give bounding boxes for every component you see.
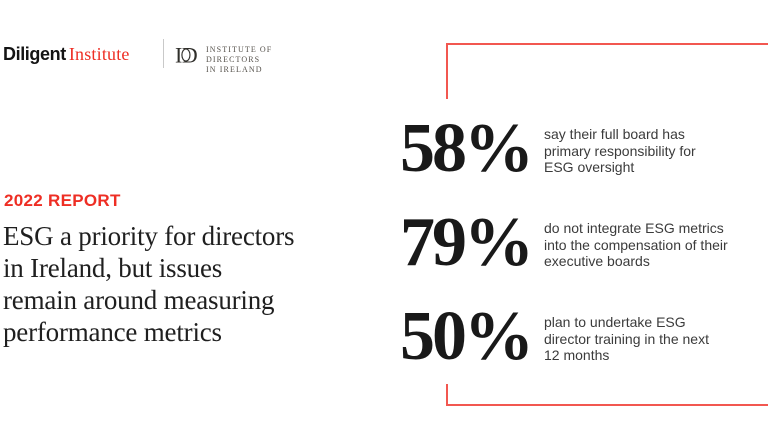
stat-value: 79%	[400, 204, 534, 281]
iod-logo-text: INSTITUTE OF DIRECTORS IN IRELAND	[206, 40, 277, 75]
iod-logo: I D INSTITUTE OF DIRECTORS IN IRELAND	[175, 40, 277, 75]
stat-description: do not integrate ESG metrics into the co…	[544, 220, 728, 269]
logo-divider	[163, 39, 164, 68]
iod-monogram-o	[181, 48, 191, 62]
iod-text-line1: INSTITUTE OF DIRECTORS	[206, 45, 273, 64]
stat-row-board-oversight: 58% say their full board has primary res…	[400, 110, 768, 187]
red-bracket-frame	[446, 43, 768, 406]
stat-value: 50%	[400, 298, 534, 375]
diligent-wordmark: Diligent	[3, 44, 66, 64]
report-headline: ESG a priority for directors in Ireland,…	[3, 221, 295, 347]
stat-row-compensation: 79% do not integrate ESG metrics into th…	[400, 204, 768, 281]
stat-value: 58%	[400, 110, 534, 187]
stat-description: say their full board has primary respons…	[544, 126, 696, 175]
report-eyebrow: 2022 REPORT	[4, 191, 121, 210]
stat-description: plan to undertake ESG director training …	[544, 314, 709, 363]
institute-wordmark: Institute	[68, 44, 130, 64]
iod-monogram-i: I	[175, 43, 182, 67]
iod-text-line2: IN IRELAND	[206, 65, 263, 74]
iod-monogram-icon: I D	[175, 43, 198, 67]
stat-row-training: 50% plan to undertake ESG director train…	[400, 298, 768, 375]
diligent-institute-logo: Diligent Institute	[3, 43, 130, 65]
stats-list: 58% say their full board has primary res…	[400, 110, 768, 400]
